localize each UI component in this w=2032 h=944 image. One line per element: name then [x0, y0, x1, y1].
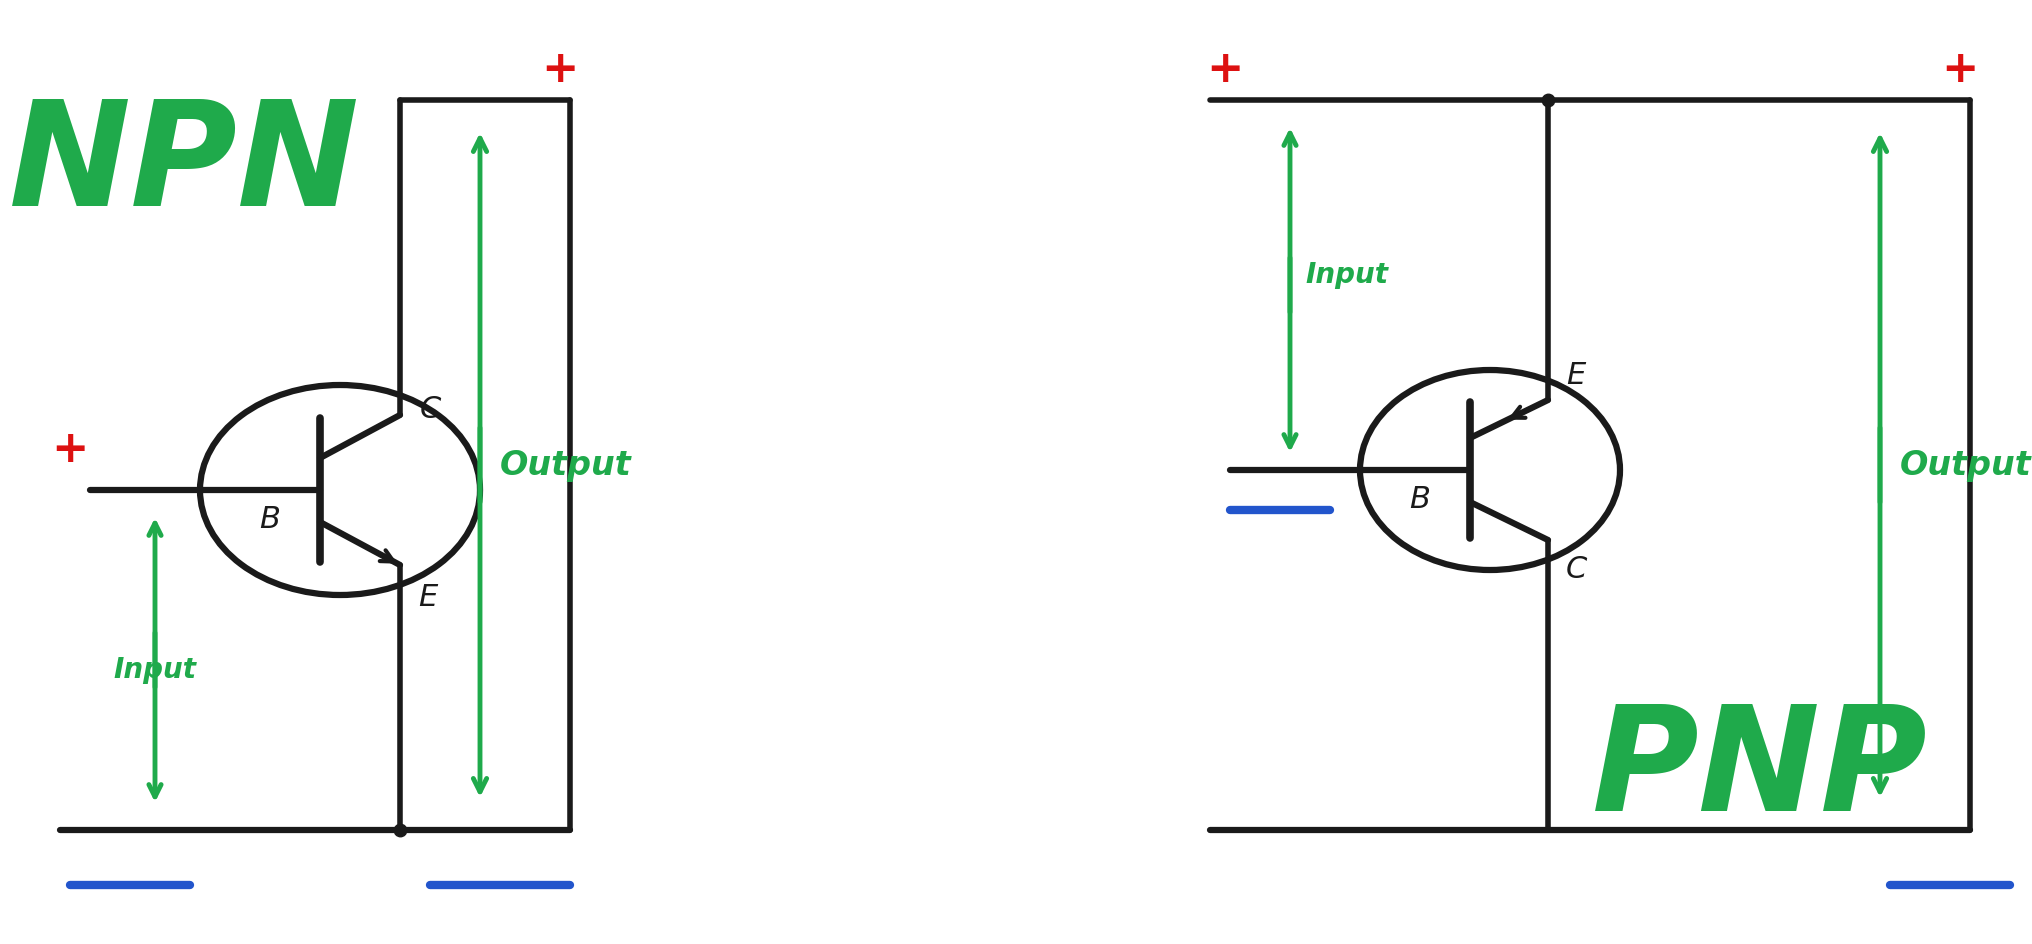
Text: Output: Output — [1900, 448, 2030, 481]
Text: Input: Input — [114, 656, 197, 684]
Text: E: E — [419, 583, 437, 612]
Text: Output: Output — [500, 448, 632, 481]
Text: C: C — [421, 396, 441, 425]
Text: +: + — [51, 429, 89, 471]
Text: +: + — [1941, 48, 1977, 92]
Text: +: + — [541, 48, 579, 92]
Text: C: C — [1565, 555, 1587, 584]
Text: NPN: NPN — [10, 95, 360, 236]
Text: Input: Input — [1305, 261, 1388, 289]
Text: B: B — [1408, 485, 1431, 514]
Text: +: + — [1205, 48, 1244, 92]
Text: E: E — [1565, 361, 1585, 390]
Text: B: B — [260, 505, 280, 534]
Text: PNP: PNP — [1591, 700, 1926, 841]
